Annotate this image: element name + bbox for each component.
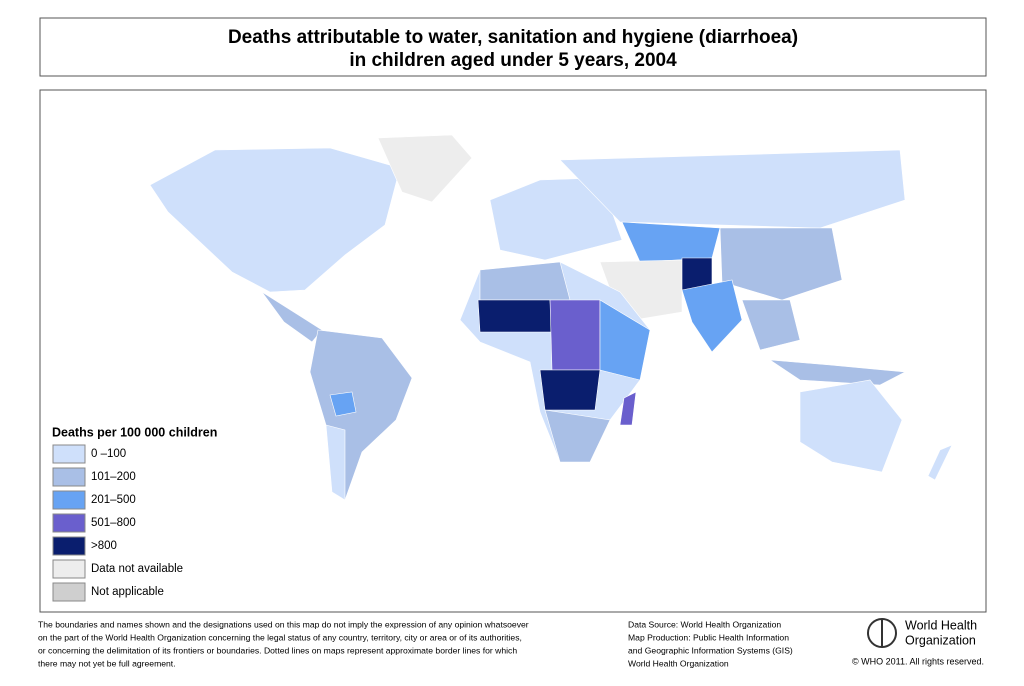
legend-label: 101–200 — [91, 471, 136, 483]
copyright: © WHO 2011. All rights reserved. — [852, 656, 984, 666]
world-map — [149, 134, 953, 501]
legend-swatch — [52, 444, 86, 464]
new-zealand — [927, 444, 953, 481]
south-east-asia — [741, 299, 801, 351]
madagascar — [619, 391, 637, 426]
east-africa — [599, 299, 651, 381]
logo-text: Organization — [905, 633, 976, 647]
legend-label: 201–500 — [91, 494, 136, 506]
legend-swatch — [52, 513, 86, 533]
legend-label: >800 — [91, 540, 117, 552]
source-line: Data Source: World Health Organization — [628, 619, 781, 629]
legend-swatch — [52, 559, 86, 579]
bolivia — [329, 391, 357, 417]
china — [719, 227, 843, 301]
west-africa — [477, 299, 553, 333]
disclaimer-line: there may not yet be full agreement. — [38, 658, 176, 668]
disclaimer-line: The boundaries and names shown and the d… — [38, 619, 529, 629]
north-america — [149, 147, 401, 293]
greenland — [377, 134, 473, 203]
who-logo — [867, 618, 897, 648]
legend-label: Data not available — [91, 563, 183, 575]
southern-africa — [544, 409, 611, 463]
logo-text: World Health — [905, 618, 977, 632]
source-line: World Health Organization — [628, 658, 729, 668]
legend-label: 501–800 — [91, 517, 136, 529]
southern-cone — [325, 424, 346, 501]
legend-swatch — [52, 467, 86, 487]
disclaimer: The boundaries and names shown and the d… — [38, 619, 529, 668]
south-asia — [681, 279, 743, 353]
source-line: Map Production: Public Health Informatio… — [628, 632, 789, 642]
legend-label: 0 –100 — [91, 448, 126, 460]
legend: 0 –100 101–200 201–500 501–800 >800 Data not … — [52, 444, 183, 602]
europe — [489, 177, 623, 261]
congo — [539, 369, 601, 411]
title: Deaths attributable to water, sanitation… — [228, 27, 798, 48]
disclaimer-line: or concerning the delimitation of its fr… — [38, 645, 517, 655]
logo-emblem — [867, 618, 897, 648]
legend-label: Not applicable — [91, 586, 164, 598]
legend-swatch — [52, 490, 86, 510]
legend-swatch — [52, 582, 86, 602]
source-line: and Geographic Information Systems (GIS) — [628, 645, 793, 655]
russia — [559, 149, 906, 229]
title: in children aged under 5 years, 2004 — [349, 50, 677, 71]
title-box — [39, 17, 987, 77]
central-africa — [549, 299, 601, 371]
disclaimer-line: on the part of the World Health Organiza… — [38, 632, 522, 642]
data-source: Data Source: World Health Organization Ma… — [628, 619, 793, 668]
legend-swatch — [52, 536, 86, 556]
indonesia — [769, 359, 907, 386]
legend-title: Deaths per 100 000 children — [52, 425, 217, 439]
australia — [799, 379, 903, 473]
